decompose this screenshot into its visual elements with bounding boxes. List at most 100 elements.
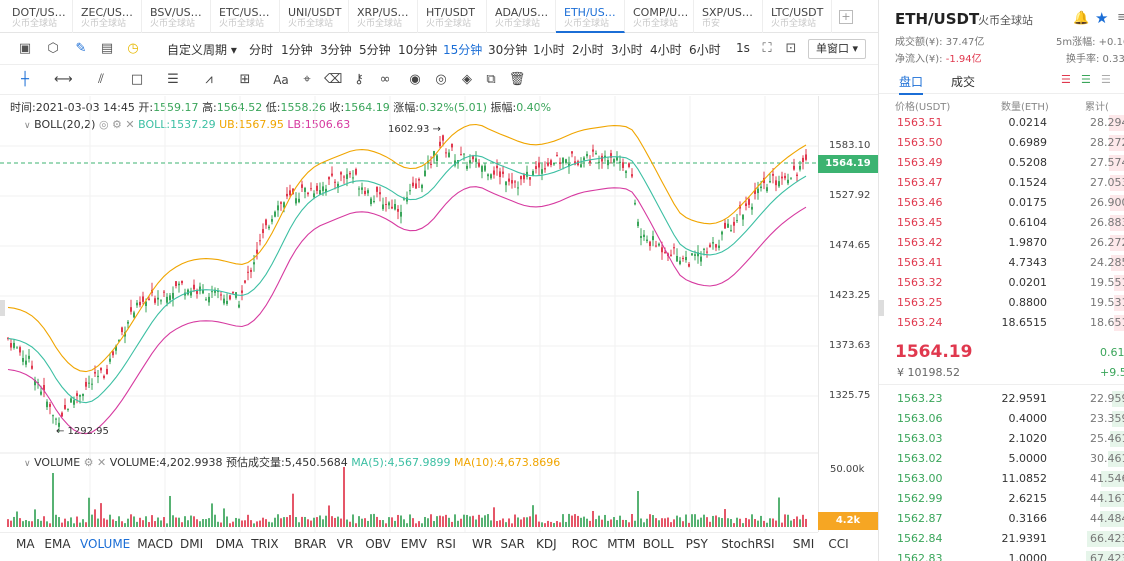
book-row[interactable]: 1563.47 0.1524 27.053 bbox=[879, 173, 1124, 193]
indicator-option[interactable]: TRIX bbox=[251, 537, 279, 551]
volume-settings-icon[interactable]: ⚙ bbox=[83, 456, 94, 469]
text-tool-icon[interactable]: Aa bbox=[273, 73, 289, 87]
period-option[interactable]: 5分钟 bbox=[359, 43, 391, 57]
menu-icon[interactable]: ≡ bbox=[1117, 10, 1124, 25]
rectangle-icon[interactable]: □ bbox=[130, 72, 144, 87]
period-option[interactable]: 30分钟 bbox=[488, 43, 528, 57]
symbol-tab[interactable]: ADA/US… 火币全球站 bbox=[487, 0, 556, 33]
indicator-option[interactable]: VR bbox=[336, 537, 354, 551]
both-view-icon[interactable]: ☰ bbox=[1101, 73, 1111, 86]
layers-icon[interactable]: ◈ bbox=[462, 72, 472, 87]
custom-period-dropdown[interactable]: 自定义周期 ▾ bbox=[167, 43, 237, 57]
indicator-option[interactable]: MTM bbox=[607, 537, 636, 551]
book-row[interactable]: 1562.83 1.0000 67.423 bbox=[879, 549, 1124, 561]
draw-pen-icon[interactable]: ✎ bbox=[75, 41, 87, 56]
eraser-icon[interactable]: ⌫ bbox=[324, 72, 343, 87]
period-option[interactable]: 15分钟 bbox=[443, 43, 483, 57]
close-volume-icon[interactable]: ✕ bbox=[97, 456, 107, 469]
period-option[interactable]: 分时 bbox=[249, 43, 274, 57]
star-icon[interactable]: ★ bbox=[1095, 9, 1109, 27]
add-tab-icon[interactable]: + bbox=[839, 10, 853, 24]
parallel-line-icon[interactable]: ⫽ bbox=[98, 72, 104, 87]
book-row[interactable]: 1563.50 0.6989 28.272 bbox=[879, 133, 1124, 153]
period-option[interactable]: 3小时 bbox=[611, 43, 643, 57]
book-row[interactable]: 1563.49 0.5208 27.574 bbox=[879, 153, 1124, 173]
period-option[interactable]: 1分钟 bbox=[281, 43, 313, 57]
bell-icon[interactable]: 🔔 bbox=[1073, 11, 1090, 26]
fullscreen-icon[interactable]: ⛶ bbox=[762, 41, 772, 56]
indicator-option[interactable]: EMA bbox=[44, 537, 71, 551]
hide-drawings-icon[interactable]: ◉ bbox=[409, 72, 421, 87]
wave-icon[interactable]: ⩘ bbox=[205, 72, 213, 87]
book-row[interactable]: 1563.25 0.8800 19.531 bbox=[879, 293, 1124, 313]
symbol-tab[interactable]: HT/USDT 火币全球站 bbox=[418, 0, 487, 33]
left-collapse-handle[interactable] bbox=[0, 300, 5, 316]
indicator-option[interactable]: PSY bbox=[685, 537, 708, 551]
settings-icon[interactable]: ⬡ bbox=[47, 41, 59, 56]
period-option[interactable]: 6小时 bbox=[689, 43, 721, 57]
copy-icon[interactable]: ⧉ bbox=[486, 72, 496, 87]
indicator-option[interactable]: StochRSI bbox=[721, 537, 775, 551]
book-row[interactable]: 1563.51 0.0214 28.294 bbox=[879, 113, 1124, 133]
book-row[interactable]: 1563.00 11.0852 41.546 bbox=[879, 469, 1124, 489]
book-row[interactable]: 1563.06 0.4000 23.359 bbox=[879, 409, 1124, 429]
book-row[interactable]: 1563.45 0.6104 26.883 bbox=[879, 213, 1124, 233]
lock-icon[interactable]: ⚷ bbox=[354, 72, 364, 87]
timer-icon[interactable]: ◷ bbox=[127, 41, 139, 56]
book-row[interactable]: 1563.03 2.1020 25.461 bbox=[879, 429, 1124, 449]
collapse-volume-icon[interactable]: ∨ bbox=[24, 459, 31, 469]
fib-lines-icon[interactable]: ☰ bbox=[167, 72, 179, 87]
symbol-tab[interactable]: LTC/USDT 火币全球站 bbox=[763, 0, 832, 33]
period-option[interactable]: 1小时 bbox=[533, 43, 565, 57]
symbol-tab[interactable]: SXP/US… 币安 bbox=[694, 0, 763, 33]
period-option[interactable]: 1s bbox=[736, 41, 750, 55]
screenshot-icon[interactable]: ⊡ bbox=[785, 41, 797, 56]
book-row[interactable]: 1563.32 0.0201 19.551 bbox=[879, 273, 1124, 293]
crosshair-icon[interactable]: ┼ bbox=[21, 72, 29, 87]
period-option[interactable]: 4小时 bbox=[650, 43, 682, 57]
indicator-option[interactable]: SAR bbox=[500, 537, 525, 551]
measure-icon[interactable]: ⊞ bbox=[239, 72, 251, 87]
asks-view-icon[interactable]: ☰ bbox=[1061, 73, 1071, 86]
save-layout-icon[interactable]: ▤ bbox=[100, 41, 114, 56]
symbol-tab[interactable]: ETH/US… 火币全球站 bbox=[556, 0, 625, 33]
symbol-tab[interactable]: BSV/US… 火币全球站 bbox=[142, 0, 211, 33]
window-mode-button[interactable]: 单窗口 ▾ bbox=[808, 39, 866, 59]
book-row[interactable]: 1563.24 18.6515 18.651 bbox=[879, 313, 1124, 333]
indicator-option[interactable]: BOLL bbox=[642, 537, 674, 551]
indicator-option[interactable]: KDJ bbox=[536, 537, 557, 551]
indicator-option[interactable]: EMV bbox=[400, 537, 427, 551]
indicator-option[interactable]: MA bbox=[16, 537, 35, 551]
symbol-tab[interactable]: COMP/U… 火币全球站 bbox=[625, 0, 694, 33]
indicator-option[interactable]: SMI bbox=[792, 537, 815, 551]
book-row[interactable]: 1562.84 21.9391 66.423 bbox=[879, 529, 1124, 549]
book-row[interactable]: 1562.99 2.6215 44.167 bbox=[879, 489, 1124, 509]
magnet-icon[interactable]: ⌖ bbox=[303, 72, 311, 87]
close-indicator-icon[interactable]: ✕ bbox=[125, 118, 135, 131]
tab-order-book[interactable]: 盘口 bbox=[899, 73, 924, 95]
link-icon[interactable]: ∞ bbox=[379, 72, 391, 87]
book-row[interactable]: 1563.02 5.0000 30.461 bbox=[879, 449, 1124, 469]
book-row[interactable]: 1562.87 0.3166 44.484 bbox=[879, 509, 1124, 529]
book-row[interactable]: 1563.41 4.7343 24.285 bbox=[879, 253, 1124, 273]
indicator-option[interactable]: OBV bbox=[365, 537, 391, 551]
book-row[interactable]: 1563.42 1.9870 26.272 bbox=[879, 233, 1124, 253]
indicator-option[interactable]: BRAR bbox=[294, 537, 327, 551]
symbol-tab[interactable]: UNI/USDT 火币全球站 bbox=[280, 0, 349, 33]
horizontal-line-icon[interactable]: ⟷ bbox=[54, 72, 73, 87]
period-option[interactable]: 10分钟 bbox=[398, 43, 438, 57]
indicator-option[interactable]: VOLUME bbox=[80, 537, 131, 551]
indicator-option[interactable]: RSI bbox=[436, 537, 456, 551]
period-option[interactable]: 2小时 bbox=[572, 43, 604, 57]
panel-collapse-handle[interactable] bbox=[878, 300, 884, 316]
book-row[interactable]: 1563.46 0.0175 26.900 bbox=[879, 193, 1124, 213]
trash-icon[interactable]: 🗑 bbox=[508, 72, 526, 87]
indicator-option[interactable]: MACD bbox=[137, 537, 174, 551]
candlestick-chart[interactable]: 1602.93 → ← 1292.95 bbox=[0, 96, 818, 532]
visibility-icon[interactable]: ◎ bbox=[435, 72, 447, 87]
symbol-tab[interactable]: DOT/US… 火币全球站 bbox=[4, 0, 73, 33]
eye-icon[interactable]: ◎ bbox=[98, 118, 109, 131]
collapse-icon[interactable]: ∨ bbox=[24, 121, 31, 131]
indicator-settings-icon[interactable]: ⚙ bbox=[112, 118, 122, 131]
indicator-option[interactable]: CCI bbox=[828, 537, 849, 551]
